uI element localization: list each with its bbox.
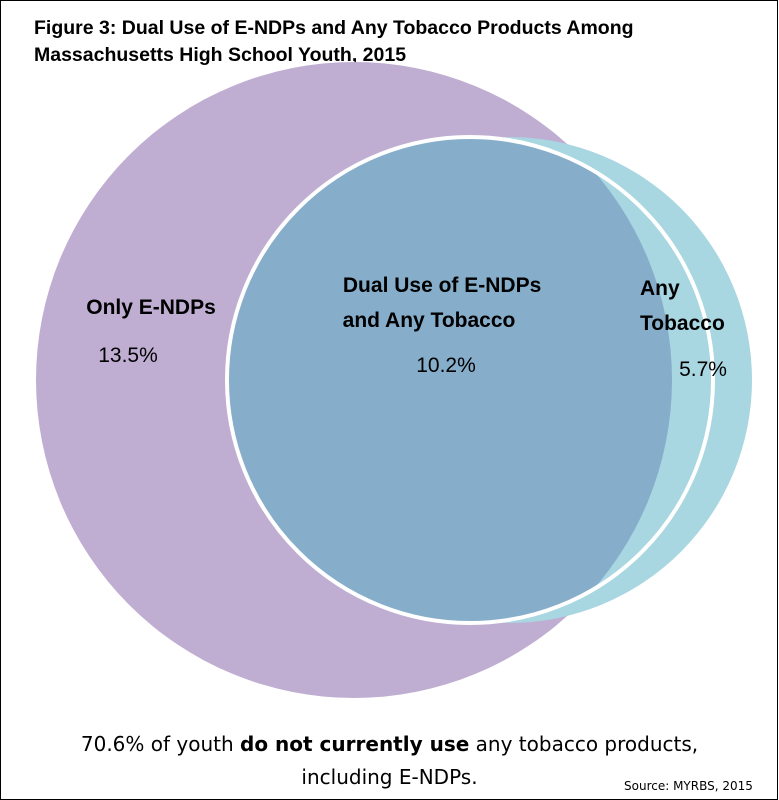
label-dual-use: Dual Use of E-NDPs and Any Tobacco (343, 274, 547, 332)
source-note: Source: MYRBS, 2015 (624, 779, 753, 793)
venn-region-dual-use (227, 137, 672, 623)
footnote-text-end: any tobacco products, (469, 732, 699, 756)
label-any-tobacco: Any Tobacco (640, 277, 725, 335)
footnote-emphasis: do not currently use (240, 732, 470, 756)
venn-overlap-outline (225, 135, 715, 625)
label-only-e-ndps: Only E-NDPs (86, 296, 216, 319)
footnote-line-2: including E-NDPs. (301, 765, 478, 789)
chart-title-line-1: Figure 3: Dual Use of E-NDPs and Any Tob… (34, 17, 634, 39)
value-any-tobacco: 5.7% (679, 358, 727, 381)
value-only-e-ndps: 13.5% (98, 344, 158, 367)
chart-title-line-2: Massachusetts High School Youth, 2015 (34, 44, 407, 66)
chart-title: Figure 3: Dual Use of E-NDPs and Any Tob… (34, 15, 774, 69)
footnote-text-start: 70.6% of youth (80, 732, 241, 756)
value-dual-use: 10.2% (416, 354, 476, 377)
footnote-line-1: 70.6% of youth do not currently use any … (0, 728, 779, 761)
footnote: 70.6% of youth do not currently use any … (0, 728, 779, 794)
